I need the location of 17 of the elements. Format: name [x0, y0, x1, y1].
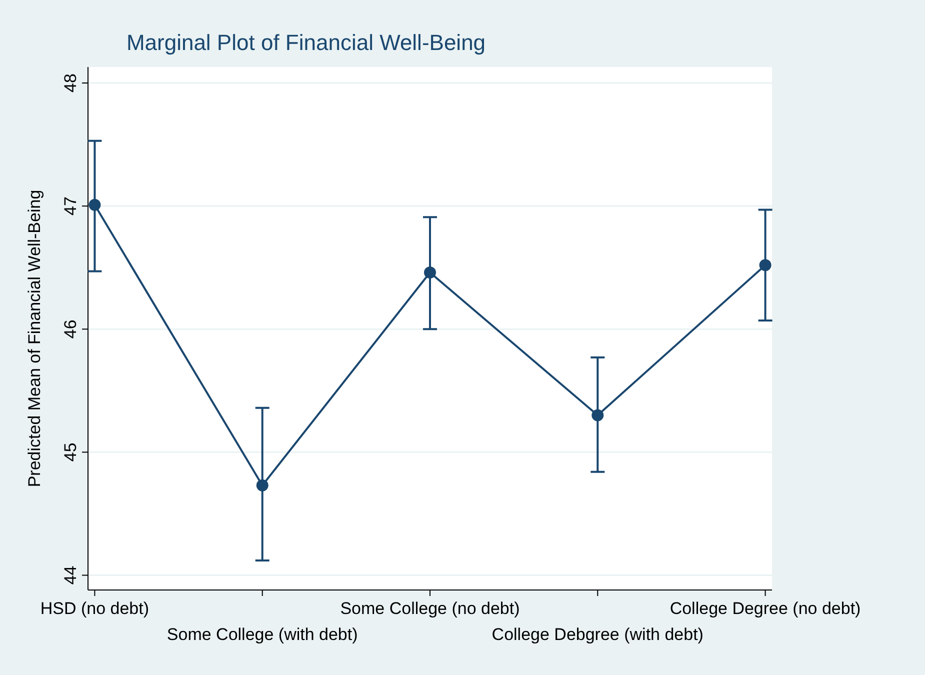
point	[256, 479, 268, 492]
point	[592, 409, 604, 422]
point	[759, 259, 772, 272]
y-tick-label: 48	[61, 74, 80, 92]
x-tick-label: Some College (with debt)	[166, 625, 358, 644]
x-tick-label: College Degree (no debt)	[670, 599, 861, 618]
x-tick-label: College Debgree (with debt)	[492, 625, 704, 644]
y-tick-label: 45	[61, 442, 80, 462]
x-tick-label: Some College (no debt)	[340, 599, 520, 618]
y-tick-label: 47	[61, 196, 80, 216]
point	[424, 266, 436, 279]
y-tick-label: 44	[61, 566, 80, 585]
y-axis-title: Predicted Mean of Financial Well-Being	[25, 190, 44, 488]
x-tick-label: HSD (no debt)	[40, 599, 150, 618]
point	[88, 198, 101, 211]
y-tick-label: 46	[61, 320, 80, 339]
chart-title: Marginal Plot of Financial Well-Being	[126, 30, 486, 55]
